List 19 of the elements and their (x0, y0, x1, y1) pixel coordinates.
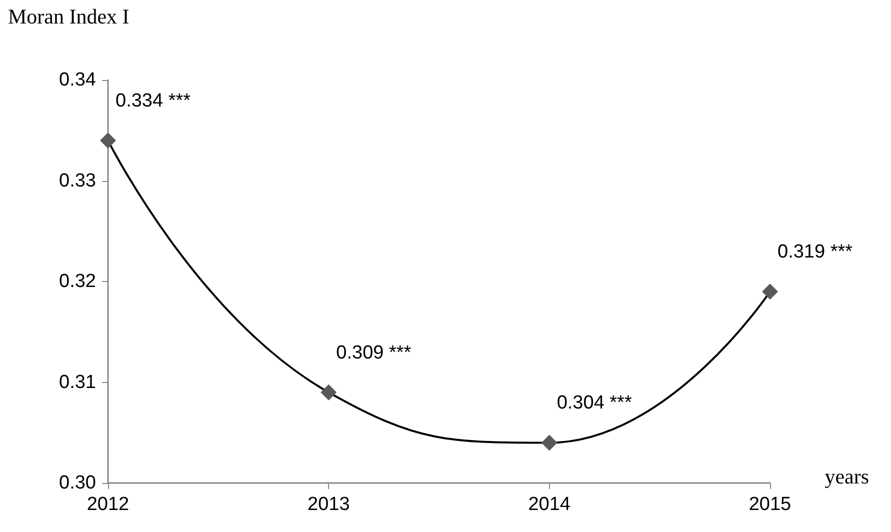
x-tick-label: 2012 (86, 494, 130, 515)
y-tick-label: 0.34 (59, 70, 96, 90)
data-label: 0.319 *** (777, 242, 854, 263)
x-tick-label: 2014 (528, 494, 571, 515)
data-label: 0.304 *** (556, 392, 632, 414)
y-axis-title: Moran Index I (8, 4, 130, 28)
x-tick-label: 2013 (308, 494, 350, 515)
x-axis-title: years (824, 464, 870, 488)
point (320, 384, 337, 400)
point (541, 434, 558, 451)
y-tick-label: 0.32 (59, 271, 96, 292)
y-tick-label: 0.31 (59, 372, 96, 393)
x-tick-label: 2015 (748, 494, 792, 515)
data-label: 0.334 *** (115, 90, 192, 112)
y-tick-label: 0.33 (59, 170, 96, 192)
data-label: 0.309 *** (336, 342, 412, 364)
point (100, 132, 116, 148)
point (762, 284, 778, 300)
y-tick-label: 0.30 (59, 472, 96, 494)
